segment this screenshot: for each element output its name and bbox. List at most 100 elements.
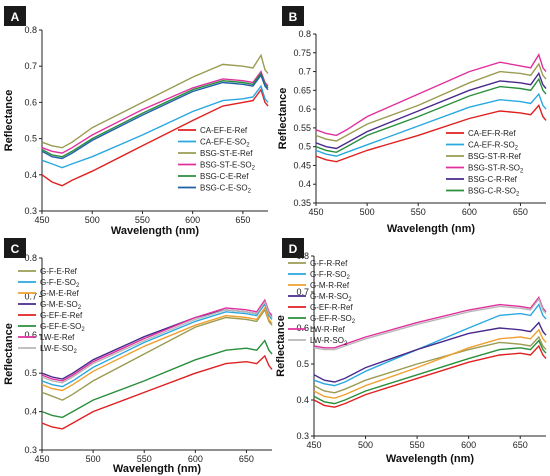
legend-entry: G-F-E-SO2 (40, 278, 80, 289)
y-tick-label: 0.4 (296, 395, 309, 405)
legend-entry: LW-E-SO2 (40, 344, 77, 355)
x-tick-label: 650 (513, 207, 528, 217)
series-line-bsg-c-e-ref (41, 71, 269, 158)
y-tick-label: 0.6 (24, 97, 37, 107)
legend-entry: G-M-R-SO2 (310, 292, 352, 303)
y-tick-label: 0.35 (293, 198, 311, 208)
x-tick-label: 450 (34, 215, 49, 225)
series-line-bsg-c-r-so2 (315, 77, 547, 154)
y-tick-label: 0.5 (298, 142, 311, 152)
x-axis-label: Wavelength (nm) (386, 453, 475, 465)
y-tick-label: 0.7 (24, 291, 37, 301)
legend-entry: G-M-E-SO2 (40, 300, 82, 311)
series-line-g-f-r-ref (313, 335, 547, 394)
legend-entry: BSG-ST-R-SO2 (468, 164, 524, 175)
x-tick-label: 450 (306, 440, 321, 450)
y-tick-label: 0.65 (293, 85, 311, 95)
x-tick-label: 550 (410, 440, 425, 450)
series-line-bsg-st-e-so2 (41, 70, 269, 154)
legend-entry: G-EF-R-SO2 (310, 314, 356, 325)
x-tick-label: 500 (358, 440, 373, 450)
series-line-lw-e-so2 (41, 300, 273, 384)
legend-entry: BSG-C-R-SO2 (468, 187, 520, 198)
y-tick-label: 0.3 (24, 445, 37, 455)
x-tick-label: 500 (85, 215, 100, 225)
panel-label-badge (4, 238, 26, 258)
panel-b: B 450 500 550 600 650 0.35 0.4 0.45 0.5 0.55 0.6 0.6… (277, 6, 547, 235)
series-line-bsg-c-e-so2 (41, 73, 269, 160)
series-line-g-ef-e-so2 (41, 339, 273, 419)
series-line-g-m-r-so2 (313, 321, 547, 383)
legend-entry: BSG-C-R-Ref (468, 175, 518, 184)
y-tick-label: 0.4 (298, 179, 311, 189)
panel-d: D 450 500 550 600 650 0.3 0.4 0.5 0.6 0.7 0.8 Wavele… (275, 238, 547, 465)
y-tick-label: 0.75 (293, 48, 311, 58)
series-line-bsg-c-r-ref (315, 71, 547, 150)
legend-entry: G-EF-E-Ref (40, 311, 83, 320)
series-line-ca-ef-e-so2 (41, 84, 269, 169)
y-tick-label: 0.7 (296, 287, 309, 297)
panel-c: C 450 500 550 600 650 0.3 0.4 0.5 0.6 0.7 0.8 Wavele… (3, 238, 273, 475)
y-tick-label: 0.45 (293, 160, 311, 170)
series-line-bsg-st-e-ref (41, 53, 269, 149)
x-tick-label: 500 (360, 207, 375, 217)
y-axis-label: Reflectance (3, 90, 15, 152)
panel-label: B (289, 10, 298, 24)
panel-a: A 450 500 550 600 650 0.3 0.4 0.5 0.6 0.7 0.8 Wavele… (3, 6, 269, 237)
y-tick-label: 0.7 (24, 61, 37, 71)
x-tick-label: 550 (135, 215, 150, 225)
y-tick-label: 0.55 (293, 123, 311, 133)
series-line-ca-ef-e-ref (41, 88, 269, 187)
x-tick-label: 650 (235, 215, 250, 225)
x-tick-label: 600 (461, 440, 476, 450)
panel-label-badge (282, 6, 304, 26)
x-axis-label: Wavelength (nm) (113, 463, 202, 475)
legend-entry: G-F-E-Ref (40, 267, 78, 276)
x-tick-label: 450 (308, 207, 323, 217)
y-tick-label: 0.5 (24, 134, 37, 144)
x-tick-label: 500 (86, 454, 101, 464)
y-tick-label: 0.8 (24, 25, 37, 35)
series-line-lw-r-ref (313, 295, 547, 349)
legend-entry: BSG-ST-E-SO2 (200, 161, 256, 172)
panel-label: C (11, 242, 20, 256)
series-line-ca-ef-r-ref (315, 104, 547, 163)
series-line-g-ef-e-ref (41, 354, 273, 430)
legend-entry: CA-EF-R-SO2 (468, 141, 519, 152)
y-axis-label: Reflectance (277, 88, 289, 150)
y-tick-label: 0.8 (298, 29, 311, 39)
panel-label: A (11, 10, 20, 24)
series-line-g-ef-r-ref (313, 344, 547, 408)
legend-entry: G-M-E-Ref (40, 289, 79, 298)
x-tick-label: 550 (411, 207, 426, 217)
legend-entry: BSG-C-E-SO2 (200, 184, 252, 195)
legend-entry: BSG-ST-E-Ref (200, 149, 253, 158)
legend-entry: LW-R-Ref (310, 325, 346, 334)
legend-entry: G-F-R-Ref (310, 259, 348, 268)
legend-entry: CA-EF-E-SO2 (200, 138, 250, 149)
y-tick-label: 0.8 (24, 253, 37, 263)
series-line-ca-ef-r-so2 (315, 92, 547, 157)
series-line-g-m-e-ref (41, 306, 273, 392)
series-line-bsg-st-r-ref (315, 62, 547, 142)
legend-entry: LW-E-Ref (40, 333, 75, 342)
series-line-bsg-st-r-so2 (315, 53, 547, 137)
legend-entry: LW-R-SO2 (310, 336, 348, 347)
legend-entry: G-EF-R-Ref (310, 303, 353, 312)
x-axis-label: Wavelength (nm) (111, 225, 200, 237)
y-tick-label: 0.3 (24, 206, 37, 216)
y-tick-label: 0.6 (24, 330, 37, 340)
legend-entry: BSG-C-E-Ref (200, 172, 249, 181)
y-tick-label: 0.6 (298, 104, 311, 114)
y-tick-label: 0.8 (296, 251, 309, 261)
series-line-lw-e-ref (41, 298, 273, 382)
legend-entry: G-EF-E-SO2 (40, 322, 85, 333)
x-tick-label: 600 (462, 207, 477, 217)
series-line-g-ef-r-so2 (313, 339, 547, 405)
legend-entry: G-F-R-SO2 (310, 270, 350, 281)
y-tick-label: 0.6 (296, 323, 309, 333)
legend-entry: BSG-ST-R-Ref (468, 152, 522, 161)
y-tick-label: 0.5 (296, 359, 309, 369)
legend-entry: CA-EF-R-Ref (468, 129, 516, 138)
panel-label-badge (282, 238, 304, 258)
